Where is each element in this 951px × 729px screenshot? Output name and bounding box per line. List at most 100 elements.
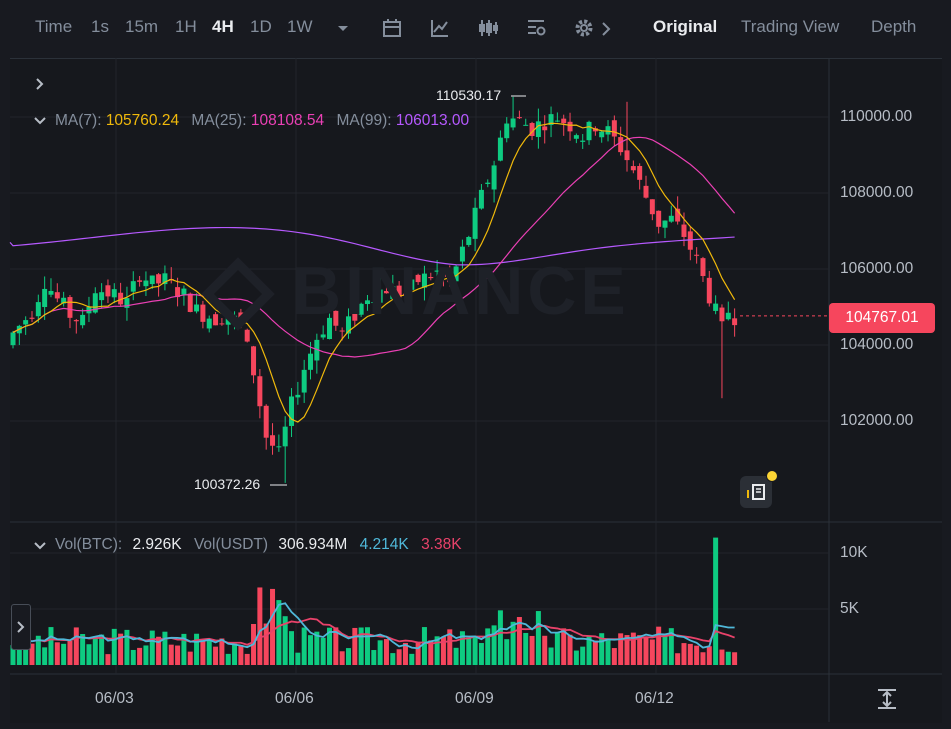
- candle-body: [662, 220, 668, 228]
- candle-body: [713, 303, 719, 311]
- candle-body: [257, 376, 263, 407]
- candle-body: [99, 292, 105, 301]
- collapse-volume-icon[interactable]: [33, 539, 47, 553]
- candle-body: [54, 292, 60, 299]
- vol-usdt-label: Vol(USDT): [193, 536, 269, 553]
- volume-tick: 5K: [840, 600, 859, 617]
- indicator-icon[interactable]: [430, 18, 450, 38]
- candle-body: [472, 207, 478, 239]
- interval-1d[interactable]: 1D: [250, 17, 272, 36]
- candle-body: [516, 117, 522, 119]
- volume-bar: [73, 627, 79, 665]
- volume-bar: [168, 644, 174, 665]
- candle-body: [434, 270, 440, 272]
- candle-body: [643, 185, 649, 198]
- candle-body: [630, 166, 636, 171]
- interval-1h[interactable]: 1H: [175, 17, 197, 36]
- candle-body: [580, 140, 586, 142]
- candle-body: [67, 297, 73, 318]
- candle-body: [352, 311, 358, 321]
- volume-bar: [371, 650, 377, 665]
- volume-bar: [656, 626, 662, 665]
- view-original[interactable]: Original: [653, 17, 718, 36]
- scroll-left-tab[interactable]: [11, 604, 31, 650]
- volume-bar: [694, 645, 700, 665]
- candle-body: [485, 182, 491, 184]
- volume-bar: [668, 628, 674, 665]
- expand-indicators-icon[interactable]: [34, 76, 46, 92]
- volume-bar: [276, 600, 282, 665]
- volume-bar: [719, 649, 725, 665]
- volume-bar: [580, 646, 586, 665]
- volume-bar: [162, 631, 168, 665]
- volume-bar: [725, 651, 731, 665]
- candle-body: [421, 273, 427, 288]
- collapse-ma-icon[interactable]: [33, 114, 47, 128]
- volume-bar: [213, 646, 219, 665]
- binance-logo-icon: [201, 257, 275, 331]
- candle-body: [124, 298, 130, 308]
- calendar-icon[interactable]: [382, 18, 402, 38]
- volume-bar: [523, 632, 529, 665]
- chevron-right-icon[interactable]: [600, 21, 620, 41]
- volume-bar: [402, 642, 408, 665]
- candle-body: [599, 131, 605, 138]
- candle-body: [213, 314, 219, 326]
- interval-dropdown-icon[interactable]: [335, 20, 355, 40]
- candle-body: [687, 231, 693, 250]
- volume-bar: [244, 653, 250, 665]
- high-price-marker: 110530.17: [436, 87, 502, 103]
- candle-body: [668, 215, 674, 222]
- date-tick: 06/09: [455, 690, 494, 707]
- candle-body: [649, 199, 655, 215]
- volume-bar: [111, 628, 117, 665]
- price-tick: 110000.00: [840, 108, 913, 125]
- volume-bar: [124, 629, 130, 665]
- interval-4h[interactable]: 4H: [212, 17, 234, 36]
- candle-body: [725, 312, 731, 320]
- price-tick: 102000.00: [840, 412, 914, 429]
- interval-1w[interactable]: 1W: [287, 17, 313, 36]
- volume-bar: [352, 627, 358, 665]
- view-depth[interactable]: Depth: [871, 17, 917, 36]
- volume-bar: [535, 611, 541, 665]
- layout-settings-icon[interactable]: [526, 18, 546, 38]
- candle-body: [10, 332, 16, 346]
- candle-body: [206, 318, 212, 329]
- ma25-value: 108108.54: [250, 112, 325, 129]
- volume-bar: [504, 639, 510, 665]
- volume-bar: [624, 635, 630, 665]
- candle-body: [567, 121, 573, 132]
- volume-ma5-line: [12, 602, 735, 650]
- candle-body: [377, 289, 383, 303]
- volume-bar: [605, 640, 611, 665]
- volume-bar: [48, 627, 54, 665]
- view-trading-view[interactable]: Trading View: [741, 17, 840, 36]
- fit-screen-icon[interactable]: [876, 688, 898, 710]
- price-tick: 108000.00: [840, 184, 914, 201]
- candle-body: [675, 208, 681, 222]
- notes-button[interactable]: [740, 470, 778, 508]
- volume-bar: [440, 636, 446, 665]
- chart-type-icon[interactable]: [478, 18, 498, 38]
- chart-toolbar: Time 1s 15m 1H 4H 1D 1W Original Trading…: [0, 0, 951, 56]
- candle-body: [700, 258, 706, 277]
- volume-bar: [320, 637, 326, 665]
- gear-icon[interactable]: [574, 18, 594, 38]
- interval-15m[interactable]: 15m: [125, 17, 159, 36]
- candle-body: [409, 279, 415, 290]
- candle-body: [561, 118, 567, 124]
- volume-bar: [333, 627, 339, 665]
- volume-bar: [383, 639, 389, 665]
- chevron-right-icon: [17, 621, 25, 633]
- volume-bar: [485, 628, 491, 665]
- candle-body: [301, 369, 307, 393]
- volume-bar: [567, 634, 573, 665]
- candle-body: [137, 280, 143, 282]
- interval-time[interactable]: Time: [35, 17, 73, 36]
- candle-body: [548, 114, 554, 125]
- candle-body: [529, 123, 535, 137]
- interval-1s[interactable]: 1s: [91, 17, 109, 36]
- volume-bar: [130, 649, 136, 665]
